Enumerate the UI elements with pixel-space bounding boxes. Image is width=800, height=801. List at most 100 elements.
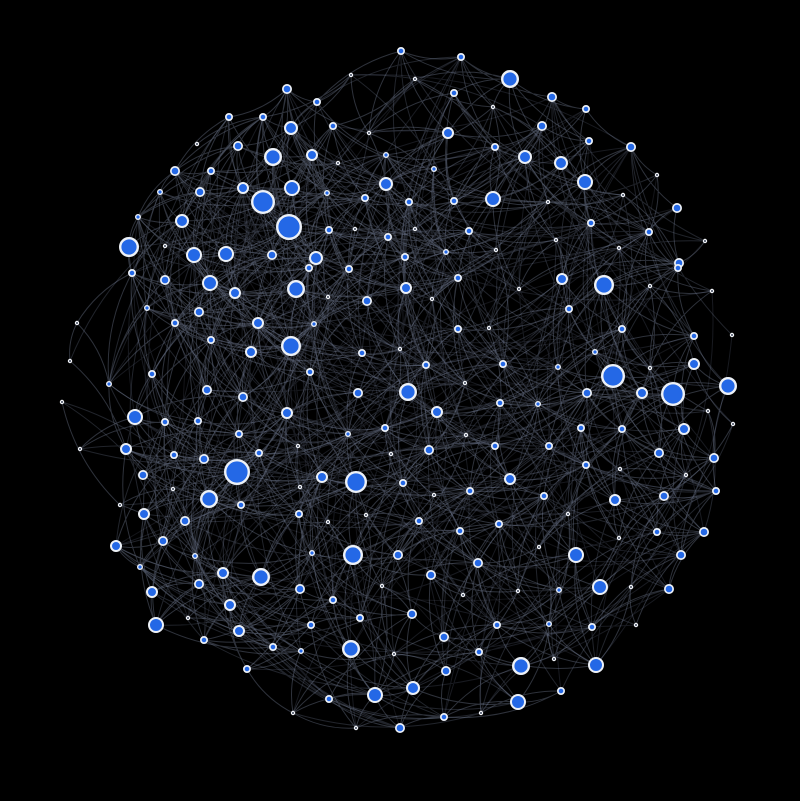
- graph-node[interactable]: [118, 236, 139, 257]
- graph-node-tiny[interactable]: [295, 443, 301, 449]
- graph-node[interactable]: [309, 550, 316, 557]
- graph-node[interactable]: [422, 361, 431, 370]
- graph-node[interactable]: [345, 431, 352, 438]
- graph-node[interactable]: [329, 595, 338, 604]
- graph-node-tiny[interactable]: [647, 365, 653, 371]
- graph-node-tiny[interactable]: [429, 296, 435, 302]
- graph-node[interactable]: [361, 194, 370, 203]
- graph-node[interactable]: [518, 150, 532, 164]
- graph-node[interactable]: [243, 664, 252, 673]
- graph-node[interactable]: [663, 583, 674, 594]
- graph-node[interactable]: [581, 388, 592, 399]
- graph-node-tiny[interactable]: [490, 104, 496, 110]
- graph-node[interactable]: [466, 487, 475, 496]
- graph-node-tiny[interactable]: [412, 76, 418, 82]
- graph-node[interactable]: [556, 686, 565, 695]
- graph-node[interactable]: [539, 492, 548, 501]
- graph-node[interactable]: [556, 273, 568, 285]
- graph-node[interactable]: [284, 180, 300, 196]
- graph-node[interactable]: [504, 473, 516, 485]
- graph-node[interactable]: [617, 325, 626, 334]
- graph-node[interactable]: [276, 213, 303, 240]
- graph-node-tiny[interactable]: [353, 725, 359, 731]
- graph-node[interactable]: [512, 657, 531, 676]
- graph-node[interactable]: [309, 251, 323, 265]
- graph-node[interactable]: [399, 479, 408, 488]
- graph-node[interactable]: [568, 547, 584, 563]
- graph-node[interactable]: [401, 253, 410, 262]
- graph-node[interactable]: [393, 549, 404, 560]
- graph-node[interactable]: [675, 549, 686, 560]
- graph-node[interactable]: [316, 471, 328, 483]
- graph-node-tiny[interactable]: [617, 466, 623, 472]
- graph-node-tiny[interactable]: [463, 432, 469, 438]
- graph-node-tiny[interactable]: [633, 622, 639, 628]
- graph-node-tiny[interactable]: [536, 544, 542, 550]
- graph-node[interactable]: [584, 137, 593, 146]
- graph-node[interactable]: [381, 424, 390, 433]
- graph-node[interactable]: [499, 360, 508, 369]
- graph-node[interactable]: [329, 121, 338, 130]
- graph-node[interactable]: [442, 127, 454, 139]
- graph-node-tiny[interactable]: [297, 484, 303, 490]
- graph-node[interactable]: [202, 275, 218, 291]
- graph-node[interactable]: [625, 142, 636, 153]
- graph-node[interactable]: [431, 165, 438, 172]
- graph-node[interactable]: [194, 417, 203, 426]
- graph-node[interactable]: [138, 470, 149, 481]
- graph-node-tiny[interactable]: [702, 238, 708, 244]
- graph-node[interactable]: [424, 445, 435, 456]
- graph-node[interactable]: [269, 642, 278, 651]
- graph-node[interactable]: [202, 385, 213, 396]
- graph-node-tiny[interactable]: [170, 486, 176, 492]
- graph-node[interactable]: [128, 269, 137, 278]
- graph-node-tiny[interactable]: [388, 451, 394, 457]
- graph-node[interactable]: [199, 490, 218, 509]
- graph-node[interactable]: [223, 459, 250, 486]
- graph-node[interactable]: [450, 197, 459, 206]
- graph-node[interactable]: [217, 567, 229, 579]
- graph-node[interactable]: [160, 275, 171, 286]
- graph-node[interactable]: [407, 608, 418, 619]
- graph-node[interactable]: [456, 526, 465, 535]
- graph-node-tiny[interactable]: [545, 199, 551, 205]
- graph-node[interactable]: [251, 568, 270, 587]
- graph-node-tiny[interactable]: [391, 651, 397, 657]
- graph-node-tiny[interactable]: [478, 710, 484, 716]
- graph-node[interactable]: [250, 189, 275, 214]
- graph-node-tiny[interactable]: [553, 237, 559, 243]
- graph-node[interactable]: [180, 515, 191, 526]
- graph-node[interactable]: [379, 177, 393, 191]
- graph-node[interactable]: [143, 305, 150, 312]
- graph-node[interactable]: [581, 461, 590, 470]
- graph-node-tiny[interactable]: [628, 584, 634, 590]
- graph-node[interactable]: [356, 613, 365, 622]
- graph-node[interactable]: [491, 143, 500, 152]
- graph-node[interactable]: [195, 187, 206, 198]
- graph-node[interactable]: [671, 203, 682, 214]
- graph-node[interactable]: [295, 583, 306, 594]
- graph-node-tiny[interactable]: [363, 512, 369, 518]
- graph-node[interactable]: [586, 219, 595, 228]
- graph-node[interactable]: [592, 579, 608, 595]
- graph-node[interactable]: [229, 287, 241, 299]
- graph-node[interactable]: [136, 564, 143, 571]
- graph-node[interactable]: [399, 383, 418, 402]
- graph-node[interactable]: [233, 141, 244, 152]
- graph-node[interactable]: [711, 487, 720, 496]
- graph-node[interactable]: [105, 381, 112, 388]
- graph-node[interactable]: [127, 409, 143, 425]
- graph-node-tiny[interactable]: [616, 245, 622, 251]
- graph-node-tiny[interactable]: [709, 288, 715, 294]
- graph-node[interactable]: [546, 91, 557, 102]
- graph-node[interactable]: [443, 248, 450, 255]
- graph-node[interactable]: [284, 121, 298, 135]
- graph-node-tiny[interactable]: [705, 408, 711, 414]
- graph-node[interactable]: [536, 120, 547, 131]
- graph-node-tiny[interactable]: [431, 492, 437, 498]
- graph-node[interactable]: [405, 198, 414, 207]
- graph-node-tiny[interactable]: [194, 141, 200, 147]
- graph-node[interactable]: [577, 174, 593, 190]
- graph-node[interactable]: [554, 156, 568, 170]
- graph-node-tiny[interactable]: [493, 247, 499, 253]
